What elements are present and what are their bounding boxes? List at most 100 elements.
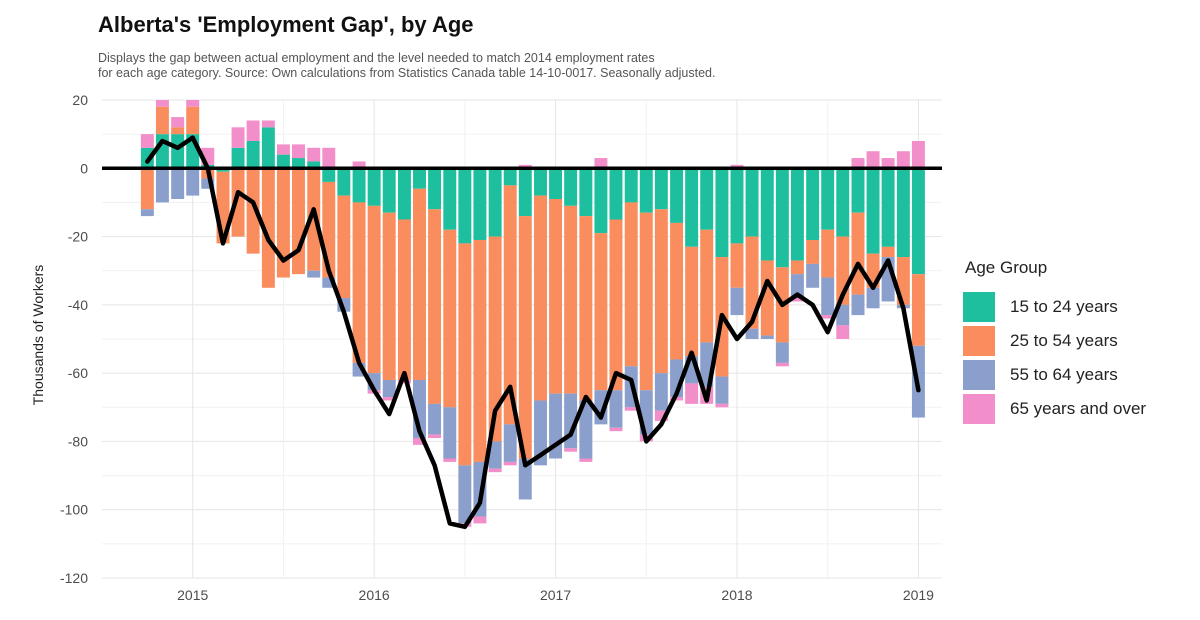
bar-segment-55-to-64-years bbox=[579, 400, 593, 459]
bar-segment-25-to-54-years bbox=[654, 209, 668, 374]
bar-segment-15-to-24-years bbox=[397, 168, 411, 220]
bar-segment-65-years-and-over bbox=[246, 120, 260, 141]
bar-segment-25-to-54-years bbox=[458, 243, 472, 466]
bar-segment-55-to-64-years bbox=[488, 441, 502, 469]
bar-segment-15-to-24-years bbox=[806, 168, 820, 240]
bar-segment-25-to-54-years bbox=[155, 106, 169, 135]
bar-segment-15-to-24-years bbox=[896, 168, 910, 258]
bar-segment-15-to-24-years bbox=[866, 168, 880, 254]
bar-segment-15-to-24-years bbox=[881, 168, 895, 247]
bar-segment-15-to-24-years bbox=[322, 168, 336, 182]
bar-segment-65-years-and-over bbox=[307, 147, 321, 162]
y-tick-label: -100 bbox=[60, 502, 88, 518]
bar-segment-55-to-64-years bbox=[851, 294, 865, 316]
bar-segment-15-to-24-years bbox=[534, 168, 547, 196]
bar-segment-65-years-and-over bbox=[488, 468, 502, 473]
legend-title: Age Group bbox=[965, 258, 1048, 277]
bar-segment-55-to-64-years bbox=[715, 376, 729, 404]
bar-segment-65-years-and-over bbox=[382, 397, 396, 401]
y-tick-label: -120 bbox=[60, 570, 88, 586]
bar-segment-25-to-54-years bbox=[352, 202, 366, 363]
bar-segment-55-to-64-years bbox=[609, 390, 623, 428]
bar-segment-15-to-24-years bbox=[654, 168, 668, 210]
total-gap-line bbox=[145, 135, 921, 530]
legend-label-65-over: 65 years and over bbox=[1010, 399, 1147, 418]
bar-segment-55-to-64-years bbox=[458, 465, 472, 524]
bar-segment-65-years-and-over bbox=[171, 117, 185, 128]
bar-segment-25-to-54-years bbox=[261, 168, 275, 288]
x-tick-label: 2019 bbox=[903, 587, 934, 603]
bar-segment-15-to-24-years bbox=[851, 168, 865, 213]
bar-segment-55-to-64-years bbox=[760, 335, 774, 339]
bar-segment-65-years-and-over bbox=[140, 134, 154, 148]
x-tick-label: 2015 bbox=[177, 587, 208, 603]
subtitle-line-2: for each age category. Source: Own calcu… bbox=[98, 66, 716, 80]
bar-segment-15-to-24-years bbox=[352, 168, 366, 203]
bar-segment-65-years-and-over bbox=[836, 325, 850, 339]
legend-item-65-over: 65 years and over bbox=[963, 392, 1146, 426]
bar-segment-25-to-54-years bbox=[337, 195, 351, 299]
bar-segment-65-years-and-over bbox=[443, 458, 457, 462]
bar-segment-15-to-24-years bbox=[382, 168, 396, 213]
legend-label-55-64: 55 to 64 years bbox=[1010, 365, 1118, 384]
bar-segment-55-to-64-years bbox=[821, 277, 835, 316]
bar-segment-15-to-24-years bbox=[594, 168, 608, 234]
bar-segment-15-to-24-years bbox=[276, 154, 290, 169]
bar-segment-25-to-54-years bbox=[231, 168, 245, 237]
bar-segment-55-to-64-years bbox=[518, 458, 532, 500]
bar-segment-55-to-64-years bbox=[866, 287, 880, 309]
bar-segment-15-to-24-years bbox=[443, 168, 457, 230]
x-tick-label: 2017 bbox=[540, 587, 571, 603]
legend-label-15-24: 15 to 24 years bbox=[1010, 297, 1118, 316]
bar-segment-65-years-and-over bbox=[473, 516, 487, 524]
bar-segment-15-to-24-years bbox=[261, 127, 275, 169]
bar-segment-25-to-54-years bbox=[518, 216, 532, 459]
bar-segment-15-to-24-years bbox=[231, 147, 245, 169]
bar-segment-55-to-64-years bbox=[775, 342, 789, 363]
bar-segment-65-years-and-over bbox=[670, 397, 684, 401]
bar-segment-15-to-24-years bbox=[413, 168, 426, 189]
bar-segment-55-to-64-years bbox=[836, 304, 850, 326]
x-tick-label: 2016 bbox=[359, 587, 390, 603]
bar-segment-15-to-24-years bbox=[700, 168, 714, 230]
chart-subtitle: Displays the gap between actual employme… bbox=[98, 51, 715, 81]
bar-segment-25-to-54-years bbox=[821, 229, 835, 278]
bar-segment-55-to-64-years bbox=[745, 328, 759, 339]
bar-segment-65-years-and-over bbox=[276, 144, 290, 155]
bar-segment-55-to-64-years bbox=[790, 274, 804, 299]
bar-segment-55-to-64-years bbox=[503, 424, 517, 462]
bar-segment-15-to-24-years bbox=[760, 168, 774, 261]
bar-segment-15-to-24-years bbox=[730, 168, 744, 244]
bar-segment-15-to-24-years bbox=[549, 168, 563, 200]
bar-segment-25-to-54-years bbox=[443, 229, 457, 408]
bar-segment-65-years-and-over bbox=[654, 410, 668, 421]
x-tick-label: 2018 bbox=[721, 587, 752, 603]
bar-segment-15-to-24-years bbox=[821, 168, 835, 230]
bar-segment-15-to-24-years bbox=[790, 168, 804, 261]
chart-title: Alberta's 'Employment Gap', by Age bbox=[98, 12, 474, 37]
bar-segment-15-to-24-years bbox=[473, 168, 487, 240]
bar-segment-55-to-64-years bbox=[322, 277, 336, 288]
bar-segment-15-to-24-years bbox=[503, 168, 517, 186]
bar-segment-65-years-and-over bbox=[292, 144, 305, 159]
bar-segment-25-to-54-years bbox=[292, 168, 305, 275]
bar-segment-55-to-64-years bbox=[140, 209, 154, 217]
legend-swatch-15-24 bbox=[963, 292, 995, 322]
bar-segment-65-years-and-over bbox=[881, 158, 895, 169]
bar-segment-65-years-and-over bbox=[322, 147, 336, 169]
bar-segment-25-to-54-years bbox=[473, 239, 487, 462]
bar-segment-25-to-54-years bbox=[685, 246, 699, 357]
bar-segment-15-to-24-years bbox=[488, 168, 502, 237]
bar-segment-65-years-and-over bbox=[609, 427, 623, 432]
bar-segment-25-to-54-years bbox=[307, 168, 321, 271]
y-tick-label: -20 bbox=[68, 229, 88, 245]
y-tick-label: -80 bbox=[68, 433, 88, 449]
bar-segment-65-years-and-over bbox=[790, 298, 804, 302]
legend-swatch-65-over bbox=[963, 394, 995, 424]
bar-segment-25-to-54-years bbox=[564, 205, 578, 394]
bar-segment-65-years-and-over bbox=[896, 151, 910, 169]
bar-segment-15-to-24-years bbox=[911, 168, 925, 275]
bar-segment-65-years-and-over bbox=[186, 100, 200, 107]
bar-segment-25-to-54-years bbox=[503, 185, 517, 425]
